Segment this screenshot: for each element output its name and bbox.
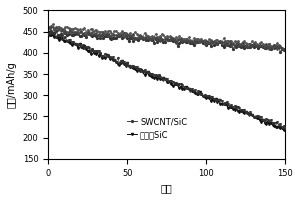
SWCNT/SiC: [198, 39, 202, 42]
SWCNT/SiC: [68, 28, 72, 31]
X-axis label: 循环: 循环: [161, 183, 172, 193]
SWCNT/SiC: [284, 48, 287, 50]
未复合SiC: [282, 129, 285, 132]
SWCNT/SiC: [214, 42, 217, 44]
未复合SiC: [279, 127, 282, 129]
SWCNT/SiC: [192, 43, 195, 46]
Line: SWCNT/SiC: SWCNT/SiC: [47, 29, 286, 53]
SWCNT/SiC: [46, 34, 50, 36]
Y-axis label: 容量/mAh/g: 容量/mAh/g: [7, 61, 17, 108]
Legend: SWCNT/SiC, 未复合SiC: SWCNT/SiC, 未复合SiC: [123, 114, 190, 143]
未复合SiC: [284, 128, 287, 130]
未复合SiC: [190, 90, 194, 92]
未复合SiC: [162, 77, 165, 80]
未复合SiC: [212, 100, 216, 102]
未复合SiC: [46, 30, 50, 33]
Line: 未复合SiC: 未复合SiC: [47, 31, 286, 131]
SWCNT/SiC: [282, 49, 285, 51]
SWCNT/SiC: [279, 51, 282, 54]
未复合SiC: [130, 66, 134, 68]
SWCNT/SiC: [132, 40, 135, 43]
未复合SiC: [196, 93, 200, 95]
SWCNT/SiC: [163, 41, 167, 44]
